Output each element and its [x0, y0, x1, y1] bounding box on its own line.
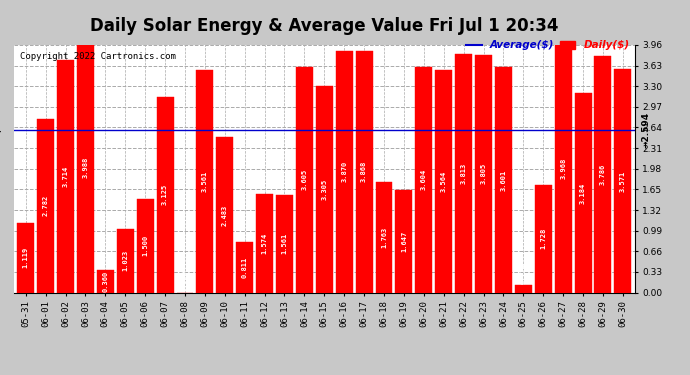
Bar [236, 242, 253, 292]
Bar [595, 56, 611, 292]
Bar [77, 43, 94, 292]
Text: 3.601: 3.601 [500, 170, 506, 190]
Text: 3.988: 3.988 [82, 157, 88, 178]
Bar [57, 60, 74, 292]
Bar [535, 184, 552, 292]
Text: 1.647: 1.647 [401, 230, 407, 252]
Legend: Average($), Daily($): Average($), Daily($) [466, 40, 629, 50]
Text: Copyright 2022 Cartronics.com: Copyright 2022 Cartronics.com [20, 53, 176, 62]
Text: 3.184: 3.184 [580, 182, 586, 204]
Text: 3.605: 3.605 [302, 169, 308, 190]
Bar [475, 55, 492, 292]
Bar [157, 97, 173, 292]
Bar [296, 67, 313, 292]
Text: 3.564: 3.564 [441, 171, 446, 192]
Text: 2.483: 2.483 [221, 204, 228, 225]
Text: 3.305: 3.305 [322, 178, 327, 200]
Text: 3.571: 3.571 [620, 170, 626, 192]
Text: 3.813: 3.813 [461, 163, 466, 184]
Bar [575, 93, 591, 292]
Text: 3.805: 3.805 [480, 163, 486, 184]
Bar [197, 70, 213, 292]
Text: Daily Solar Energy & Average Value Fri Jul 1 20:34: Daily Solar Energy & Average Value Fri J… [90, 17, 558, 35]
Text: 1.500: 1.500 [142, 235, 148, 256]
Text: 0.360: 0.360 [102, 271, 108, 292]
Bar [117, 228, 134, 292]
Bar [137, 199, 154, 292]
Text: 3.561: 3.561 [202, 171, 208, 192]
Text: 3.870: 3.870 [341, 161, 347, 182]
Text: 0.811: 0.811 [241, 256, 248, 278]
Text: 3.786: 3.786 [600, 164, 606, 185]
Text: 1.763: 1.763 [381, 227, 387, 248]
Text: 3.714: 3.714 [63, 166, 68, 187]
Bar [276, 195, 293, 292]
Bar [455, 54, 472, 292]
Text: 3.604: 3.604 [421, 169, 427, 190]
Text: 1.119: 1.119 [23, 247, 29, 268]
Text: 0.000: 0.000 [182, 269, 188, 291]
Bar [495, 68, 512, 292]
Bar [515, 285, 532, 292]
Bar [17, 223, 34, 292]
Bar [435, 70, 452, 292]
Text: 3.968: 3.968 [560, 158, 566, 179]
Bar [355, 51, 373, 292]
Text: 1.728: 1.728 [540, 228, 546, 249]
Text: 1.561: 1.561 [282, 233, 288, 254]
Text: →2.594: →2.594 [641, 112, 650, 148]
Bar [217, 137, 233, 292]
Text: 1.574: 1.574 [262, 232, 268, 254]
Bar [37, 118, 54, 292]
Bar [415, 67, 432, 292]
Text: ← 2.594: ← 2.594 [0, 126, 1, 135]
Text: 2.782: 2.782 [43, 195, 49, 216]
Text: 1.023: 1.023 [122, 250, 128, 271]
Bar [375, 182, 393, 292]
Bar [395, 190, 413, 292]
Bar [316, 86, 333, 292]
Bar [97, 270, 114, 292]
Bar [256, 194, 273, 292]
Bar [555, 45, 571, 292]
Bar [614, 69, 631, 292]
Bar [336, 51, 353, 292]
Text: 3.868: 3.868 [361, 161, 367, 182]
Text: 0.114: 0.114 [520, 262, 526, 284]
Text: 3.125: 3.125 [162, 184, 168, 206]
